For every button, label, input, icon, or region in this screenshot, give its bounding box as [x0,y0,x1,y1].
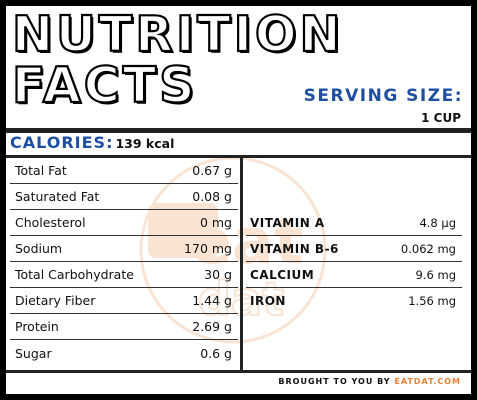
bottom-divider [6,370,471,373]
calories-value: 139 kcal [115,136,175,151]
vitamin-row: VITAMIN B-6 0.062 mg [246,236,462,262]
vitamin-value: 1.56 mg [408,294,456,308]
vitamin-value: 0.062 mg [400,241,456,256]
vitamin-value: 4.8 μg [419,215,456,230]
footer-credit: BROUGHT TO YOU BY EATDAT.COM [278,377,461,386]
nutrient-value: 0.67 g [192,163,232,178]
footer-prefix: BROUGHT TO YOU BY [278,377,391,386]
nutrient-value: 0 mg [199,215,232,230]
nutrient-row: Dietary Fiber 1.44 g [10,288,238,314]
nutrient-value: 170 mg [184,241,232,256]
nutrient-value: 0.6 g [200,345,232,361]
nutrient-value: 30 g [204,267,232,282]
nutrient-row: Cholesterol 0 mg [10,210,238,236]
vitamin-name: CALCIUM [250,267,315,282]
vitamin-name: VITAMIN B-6 [250,241,339,256]
vitamins-table: VITAMIN A 4.8 μg VITAMIN B-6 0.062 mg CALC… [246,210,462,314]
nutrient-row: Sugar 0.6 g [10,340,238,366]
vitamin-name: VITAMIN A [250,215,325,230]
nutrient-value: 0.08 g [192,189,232,204]
vitamin-row: VITAMIN A 4.8 μg [246,210,462,236]
vitamin-row: IRON 1.56 mg [246,288,462,314]
nutrient-value: 1.44 g [192,293,232,308]
vitamin-name: IRON [250,294,286,308]
column-divider [240,158,243,371]
top-divider [6,128,471,133]
nutrient-name: Saturated Fat [15,189,100,204]
title-line-1: NUTRITION [11,6,344,63]
vitamin-value: 9.6 mg [415,267,456,282]
calories-label: CALORIES: [10,133,114,152]
nutrient-name: Dietary Fiber [15,293,96,308]
calories-divider [6,155,471,158]
serving-size-value: 1 CUP [421,111,461,125]
nutrient-name: Total Fat [15,163,67,178]
nutrient-name: Total Carbohydrate [15,267,134,282]
nutrients-table: Total Fat 0.67 g Saturated Fat 0.08 g Chol… [10,158,238,366]
nutrition-card [6,6,471,394]
nutrient-row: Total Carbohydrate 30 g [10,262,238,288]
nutrient-row: Total Fat 0.67 g [10,158,238,184]
nutrient-name: Cholesterol [15,215,86,230]
calories-row: CALORIES: 139 kcal [10,133,174,156]
nutrient-row: Saturated Fat 0.08 g [10,184,238,210]
nutrient-name: Sodium [15,241,63,256]
title-line-2: FACTS [11,57,198,114]
vitamin-row: CALCIUM 9.6 mg [246,262,462,288]
nutrient-row: Protein 2.69 g [10,314,238,340]
nutrient-value: 2.69 g [192,319,232,334]
footer-brand-link[interactable]: EATDAT.COM [394,377,461,386]
serving-size-label: SERVING SIZE: [303,86,463,106]
nutrient-name: Sugar [15,345,52,361]
nutrient-row: Sodium 170 mg [10,236,238,262]
nutrient-name: Protein [15,319,59,334]
watermark-text-1: eat [190,205,304,278]
